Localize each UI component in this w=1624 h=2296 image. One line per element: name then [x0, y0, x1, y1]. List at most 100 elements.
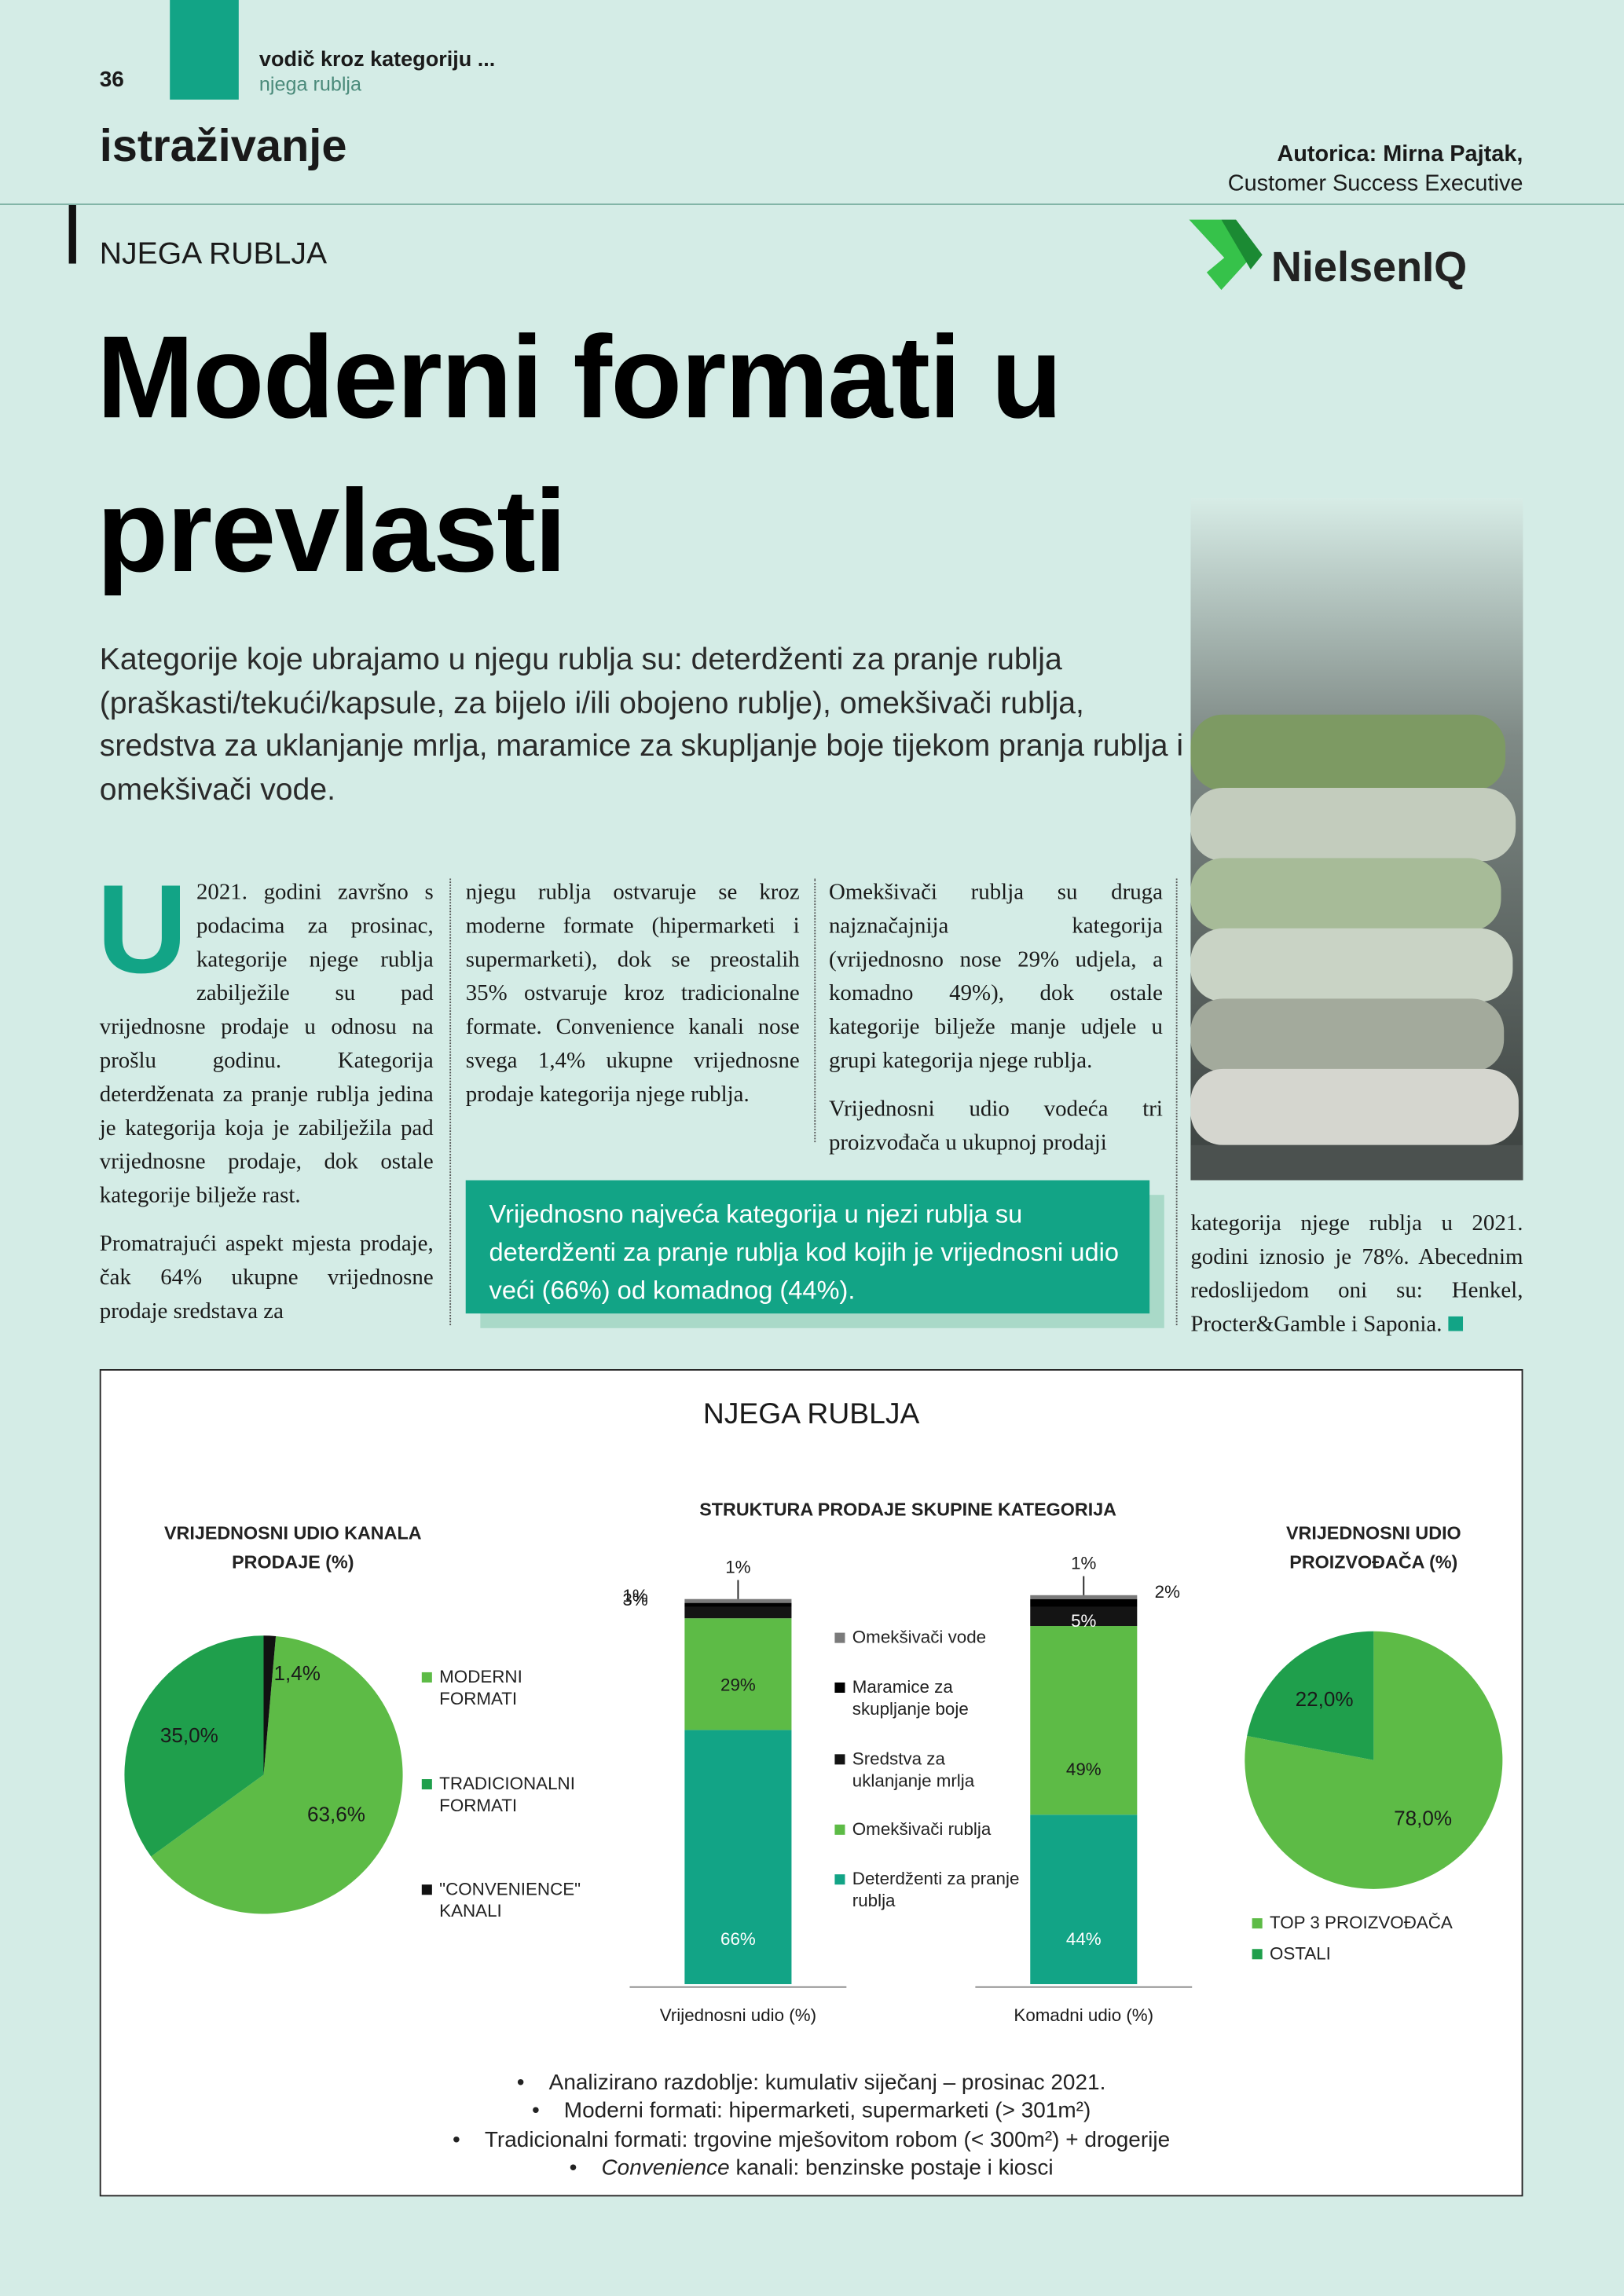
legend-item: TOP 3 PROIZVOĐAČA [1252, 1913, 1501, 1935]
data-label: 2% [1155, 1582, 1180, 1602]
legend-label: "CONVENIENCE" KANALI [439, 1878, 581, 1921]
legend: MODERNI FORMATI TRADICIONALNI FORMATI "CON… [421, 1666, 598, 1923]
figure-title: NJEGA RUBLJA [702, 1398, 920, 1431]
note-text: Tradicionalni formati: trgovine mješovit… [484, 2126, 1171, 2152]
paragraph-text: kategorija njege rublja u 2021. godini i… [1190, 1210, 1523, 1338]
pie-slice [151, 1635, 403, 1914]
note-emphasis: Convenience [601, 2155, 730, 2181]
figure-notes: • Analizirano razdoblje: kumulativ siječ… [100, 2069, 1523, 2182]
legend-item: TRADICIONALNI FORMATI [421, 1772, 598, 1817]
legend-swatch [421, 1778, 432, 1789]
data-label: 1% [622, 1586, 647, 1606]
data-label: 63,6% [307, 1803, 365, 1826]
logo: NielsenIQ [1189, 219, 1467, 291]
legend-swatch [834, 1874, 845, 1885]
kicker: NJEGA RUBLJA [99, 237, 328, 271]
bar-segment [1030, 1606, 1138, 1627]
chart-title: VRIJEDNOSNI UDIO KANALA PRODAJE (%) [164, 1522, 422, 1573]
column-rule [814, 878, 816, 1143]
pie-slice [1247, 1631, 1374, 1760]
legend-item: OSTALI [1252, 1943, 1501, 1965]
legend-item: MODERNI FORMATI [421, 1666, 598, 1710]
legend-label: Maramice za skupljanje boje [852, 1676, 969, 1719]
paragraph: Promatrajući aspekt mjesta prodaje, čak … [99, 1231, 434, 1324]
chart-title: STRUKTURA PRODAJE SKUPINE KATEGORIJA [699, 1499, 1116, 1521]
legend-item: Deterdženti za pranje rublja [834, 1869, 1025, 1913]
data-label: 35,0% [160, 1723, 218, 1747]
data-label: 1% [725, 1557, 750, 1576]
column: njegu rublja ostvaruje se kroz moderne f… [466, 876, 800, 1126]
intro: Kategorije koje ubrajamo u njegu rublja … [99, 643, 1184, 807]
towel [1190, 998, 1505, 1072]
table [1190, 1144, 1523, 1181]
towel [1190, 928, 1513, 1002]
note-text: Moderni formati: hipermarketi, supermark… [563, 2098, 1091, 2124]
data-label: 5% [1071, 1611, 1096, 1631]
paragraph: njegu rublja ostvaruje se kroz moderne f… [465, 880, 800, 1108]
note-text: Analizirano razdoblje: kumulativ siječan… [548, 2070, 1106, 2096]
data-label: 66% [720, 1929, 756, 1949]
paragraph: kategorija njege rublja u 2021. godini i… [1190, 1207, 1523, 1342]
bar-segment [1030, 1595, 1138, 1599]
bar-segment [684, 1618, 792, 1730]
note-text: kanali: benzinske postaje i kiosci [735, 2155, 1054, 2181]
callout: Vrijednosno najveća kategorija u njezi r… [465, 1180, 1150, 1314]
pie-slice [1245, 1631, 1503, 1889]
legend-swatch [421, 1884, 432, 1895]
series-title: vodič kroz kategoriju ... [258, 48, 496, 72]
legend-item: "CONVENIENCE" KANALI [421, 1878, 598, 1923]
towel [1190, 858, 1501, 932]
legend: TOP 3 PROIZVOĐAČA OSTALI [1252, 1913, 1501, 1965]
legend-item: Omekšivači vode [834, 1627, 1025, 1649]
column: U 2021. godini završno s podacima za pro… [97, 859, 434, 1343]
kicker-bar [68, 204, 76, 264]
data-label: 1% [1071, 1554, 1096, 1573]
legend-label: MODERNI FORMATI [439, 1666, 522, 1709]
note: • Convenience kanali: benzinske postaje … [569, 2155, 1054, 2181]
header-block [170, 0, 239, 100]
legend-label: Deterdženti za pranje rublja [852, 1868, 1020, 1911]
data-label: 22,0% [1296, 1687, 1354, 1711]
legend: Deterdženti za pranje rublja Omekšivači r… [834, 1627, 1025, 1913]
towel [1190, 1068, 1519, 1145]
paragraph: 2021. godini završno s podacima za prosi… [99, 880, 434, 1208]
header-rule [0, 203, 1624, 205]
data-label: 29% [720, 1675, 756, 1694]
legend-label: Omekšivači vode [852, 1627, 987, 1648]
data-label: 3% [622, 1590, 647, 1609]
logo-text: NielsenIQ [1271, 244, 1467, 291]
paragraph: Vrijednosni udio vodeća tri proizvođača … [828, 1097, 1163, 1155]
legend-swatch [834, 1632, 845, 1643]
column-rule [1175, 878, 1178, 1326]
legend-swatch [421, 1672, 432, 1683]
bar-segment [684, 1602, 792, 1607]
bar-segment [1030, 1814, 1138, 1984]
legend-label: OSTALI [1270, 1943, 1331, 1964]
bar-segment [1030, 1598, 1138, 1607]
column: Omekšivači rublja su druga najznačajnija… [829, 876, 1163, 1174]
legend-item: Omekšivači rublja [834, 1819, 1025, 1841]
note: • Analizirano razdoblje: kumulativ siječ… [516, 2070, 1106, 2096]
pie-slice [124, 1635, 264, 1857]
legend-label: TRADICIONALNI FORMATI [439, 1772, 575, 1815]
note: • Moderni formati: hipermarketi, superma… [531, 2098, 1091, 2124]
legend-label: Sredstva za uklanjanje mrlja [852, 1747, 975, 1790]
dropcap: U [97, 859, 188, 1001]
legend-label: TOP 3 PROIZVOĐAČA [1270, 1912, 1453, 1933]
bar-segment [684, 1598, 792, 1603]
column-rule [449, 878, 452, 1326]
column: kategorija njege rublja u 2021. godini i… [1190, 1207, 1523, 1356]
bar-segment [1030, 1626, 1138, 1815]
data-label: 44% [1066, 1929, 1102, 1949]
legend-swatch [1252, 1918, 1263, 1929]
legend-item: Sredstva za uklanjanje mrlja [834, 1748, 1025, 1792]
photo [1190, 497, 1523, 1181]
note: • Tradicionalni formati: trgovine mješov… [453, 2126, 1171, 2152]
author: Autorica: Mirna Pajtak, [1277, 141, 1523, 167]
logo-mark [1221, 219, 1263, 270]
chart-title: VRIJEDNOSNI UDIO PROIZVOĐAČA (%) [1285, 1522, 1461, 1573]
section-title: istraživanje [99, 119, 347, 172]
